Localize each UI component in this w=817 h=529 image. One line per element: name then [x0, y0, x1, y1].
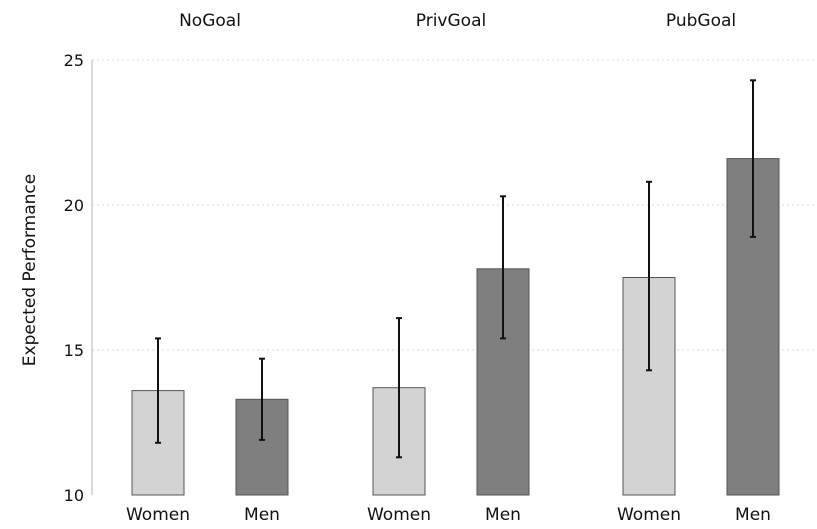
- panel-nogoal: NoGoal Women Men: [126, 11, 289, 525]
- x-category-label: Women: [617, 505, 681, 525]
- y-axis-title: Expected Performance: [20, 174, 40, 366]
- panels: NoGoal Women Men PrivGoal Women Men PubGoal Wom…: [126, 11, 780, 525]
- panel-title: PrivGoal: [416, 11, 486, 31]
- x-category-label: Men: [244, 505, 280, 525]
- x-category-label: Men: [735, 505, 771, 525]
- y-tick-label: 25: [64, 51, 84, 70]
- panel-title: NoGoal: [179, 11, 241, 31]
- x-category-label: Women: [126, 505, 190, 525]
- y-tick-label: 20: [64, 196, 84, 215]
- panel-title: PubGoal: [666, 11, 736, 31]
- panel-pubgoal: PubGoal Women Men: [617, 11, 780, 525]
- x-category-label: Men: [485, 505, 521, 525]
- y-tick-label: 15: [64, 341, 84, 360]
- grid-layer: [92, 59, 815, 351]
- y-tick-label: 10: [64, 486, 84, 505]
- y-tick-labels: 10 15 20 25: [64, 51, 84, 505]
- x-category-label: Women: [367, 505, 431, 525]
- panel-privgoal: PrivGoal Women Men: [367, 11, 530, 525]
